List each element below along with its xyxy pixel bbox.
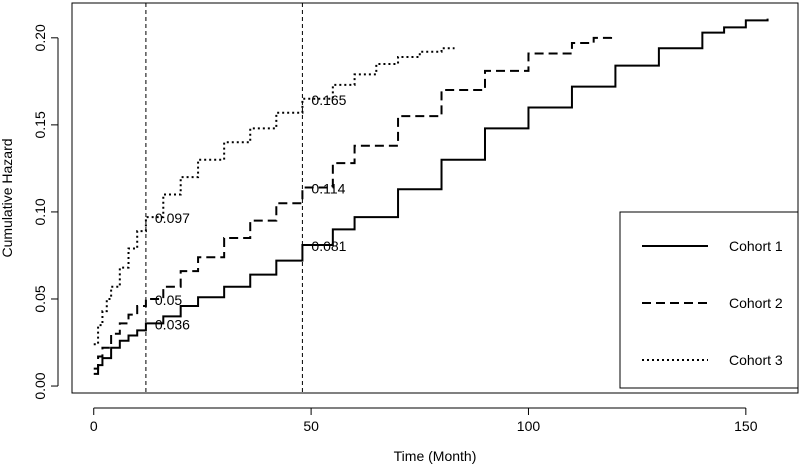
y-tick-label: 0.15 — [32, 111, 48, 138]
plot-frame — [71, 2, 799, 394]
x-tick-label: 150 — [734, 418, 758, 434]
series-line-2 — [93, 36, 613, 370]
reference-lines — [145, 3, 303, 393]
legend-label-1: Cohort 1 — [729, 238, 783, 254]
legend-label-2: Cohort 2 — [729, 295, 783, 311]
value-annotation: 0.114 — [311, 181, 345, 197]
y-axis-title: Cumulative Hazard — [0, 138, 15, 257]
value-annotation: 0.036 — [155, 316, 190, 332]
y-axis: 0.00 0.05 0.10 0.15 0.20 — [32, 24, 59, 400]
series-line-3 — [93, 47, 455, 346]
x-tick-label: 50 — [303, 418, 319, 434]
value-annotation: 0.05 — [155, 292, 182, 308]
x-axis: 0 50 100 150 — [90, 407, 758, 434]
y-tick-label: 0.00 — [32, 372, 48, 399]
plot-border — [71, 2, 799, 394]
legend-box — [619, 211, 799, 389]
x-axis-title: Time (Month) — [394, 448, 477, 464]
annotation-layer: 0.097 0.05 0.036 0.165 0.114 0.081 — [155, 92, 347, 333]
value-annotation: 0.165 — [311, 92, 346, 108]
x-tick-label: 100 — [517, 418, 541, 434]
value-annotation: 0.097 — [155, 210, 190, 226]
legend-label-3: Cohort 3 — [729, 352, 783, 368]
y-tick-label: 0.05 — [32, 285, 48, 312]
legend: Cohort 1 Cohort 2 Cohort 3 — [619, 211, 799, 389]
y-tick-label: 0.10 — [32, 198, 48, 225]
y-tick-label: 0.20 — [32, 24, 48, 51]
series-line-1 — [93, 18, 769, 375]
x-tick-label: 0 — [90, 418, 98, 434]
series-layer — [93, 18, 769, 375]
value-annotation: 0.081 — [311, 238, 346, 254]
